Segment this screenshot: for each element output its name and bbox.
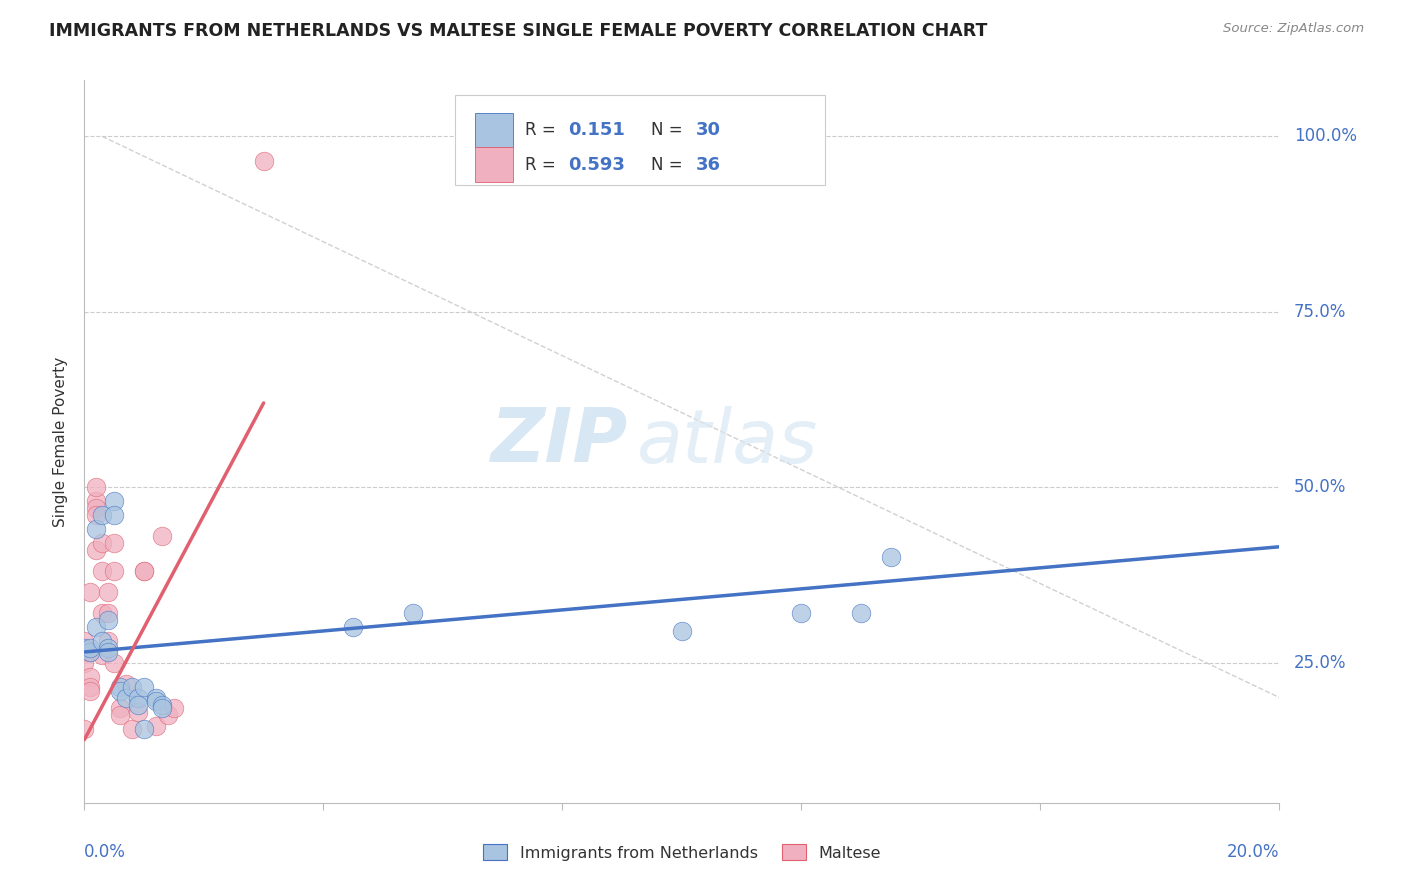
Point [86,480,108,494]
Point [73,645,96,659]
Point [402,607,425,621]
Point [163,701,186,715]
Point [97,641,120,656]
Text: R =: R = [526,121,561,139]
Point [86,620,108,634]
Point [132,680,156,694]
Text: atlas: atlas [637,406,818,477]
Point [121,722,143,736]
Point [150,698,173,712]
Point [79,585,101,599]
Point [790,607,813,621]
Point [103,508,125,523]
Point [132,722,156,736]
Point [253,153,276,168]
Point [145,718,167,732]
Point [86,522,108,536]
Point [97,585,120,599]
Text: 0.593: 0.593 [568,156,626,174]
Point [91,536,114,550]
Point [79,645,101,659]
Point [73,722,96,736]
Point [880,550,903,565]
Y-axis label: Single Female Poverty: Single Female Poverty [53,357,69,526]
Point [121,680,143,694]
Text: 25.0%: 25.0% [1294,654,1347,672]
Point [103,656,125,670]
Text: N =: N = [651,121,688,139]
Point [97,614,120,628]
Text: Source: ZipAtlas.com: Source: ZipAtlas.com [1223,22,1364,36]
Point [97,607,120,621]
Point [79,683,101,698]
Point [851,607,873,621]
Point [86,543,108,558]
Bar [475,147,513,182]
Point [127,698,149,712]
Point [103,494,125,508]
Text: 0.151: 0.151 [568,121,626,139]
Point [91,648,114,663]
Point [110,683,132,698]
Point [79,680,101,694]
Text: 100.0%: 100.0% [1294,128,1357,145]
Point [91,564,114,578]
Point [132,564,156,578]
Text: N =: N = [651,156,688,174]
Point [79,645,101,659]
Text: ZIP: ZIP [491,405,628,478]
Point [127,690,149,705]
Point [73,634,96,648]
Point [115,676,138,690]
Point [115,690,138,705]
Point [342,620,364,634]
Point [157,708,180,723]
Text: R =: R = [526,156,561,174]
Text: 36: 36 [696,156,721,174]
Point [97,645,120,659]
Text: 0.0%: 0.0% [84,843,127,861]
Bar [475,112,513,147]
Point [110,708,132,723]
Point [150,701,173,715]
Text: 50.0%: 50.0% [1294,478,1346,496]
Text: IMMIGRANTS FROM NETHERLANDS VS MALTESE SINGLE FEMALE POVERTY CORRELATION CHART: IMMIGRANTS FROM NETHERLANDS VS MALTESE S… [49,22,987,40]
Point [145,694,167,708]
FancyBboxPatch shape [456,95,825,185]
Point [79,641,101,656]
Point [86,494,108,508]
Point [127,705,149,719]
Point [97,634,120,648]
Point [145,690,167,705]
Point [79,669,101,683]
Text: 75.0%: 75.0% [1294,302,1346,321]
Point [150,529,173,543]
Text: 30: 30 [696,121,721,139]
Point [110,680,132,694]
Point [671,624,693,638]
Point [103,536,125,550]
Legend: Immigrants from Netherlands, Maltese: Immigrants from Netherlands, Maltese [477,838,887,867]
Point [86,508,108,523]
Point [91,634,114,648]
Point [86,501,108,516]
Point [110,701,132,715]
Point [73,656,96,670]
Point [132,564,156,578]
Point [73,641,96,656]
Point [91,508,114,523]
Text: 20.0%: 20.0% [1227,843,1279,861]
Point [103,564,125,578]
Point [91,607,114,621]
